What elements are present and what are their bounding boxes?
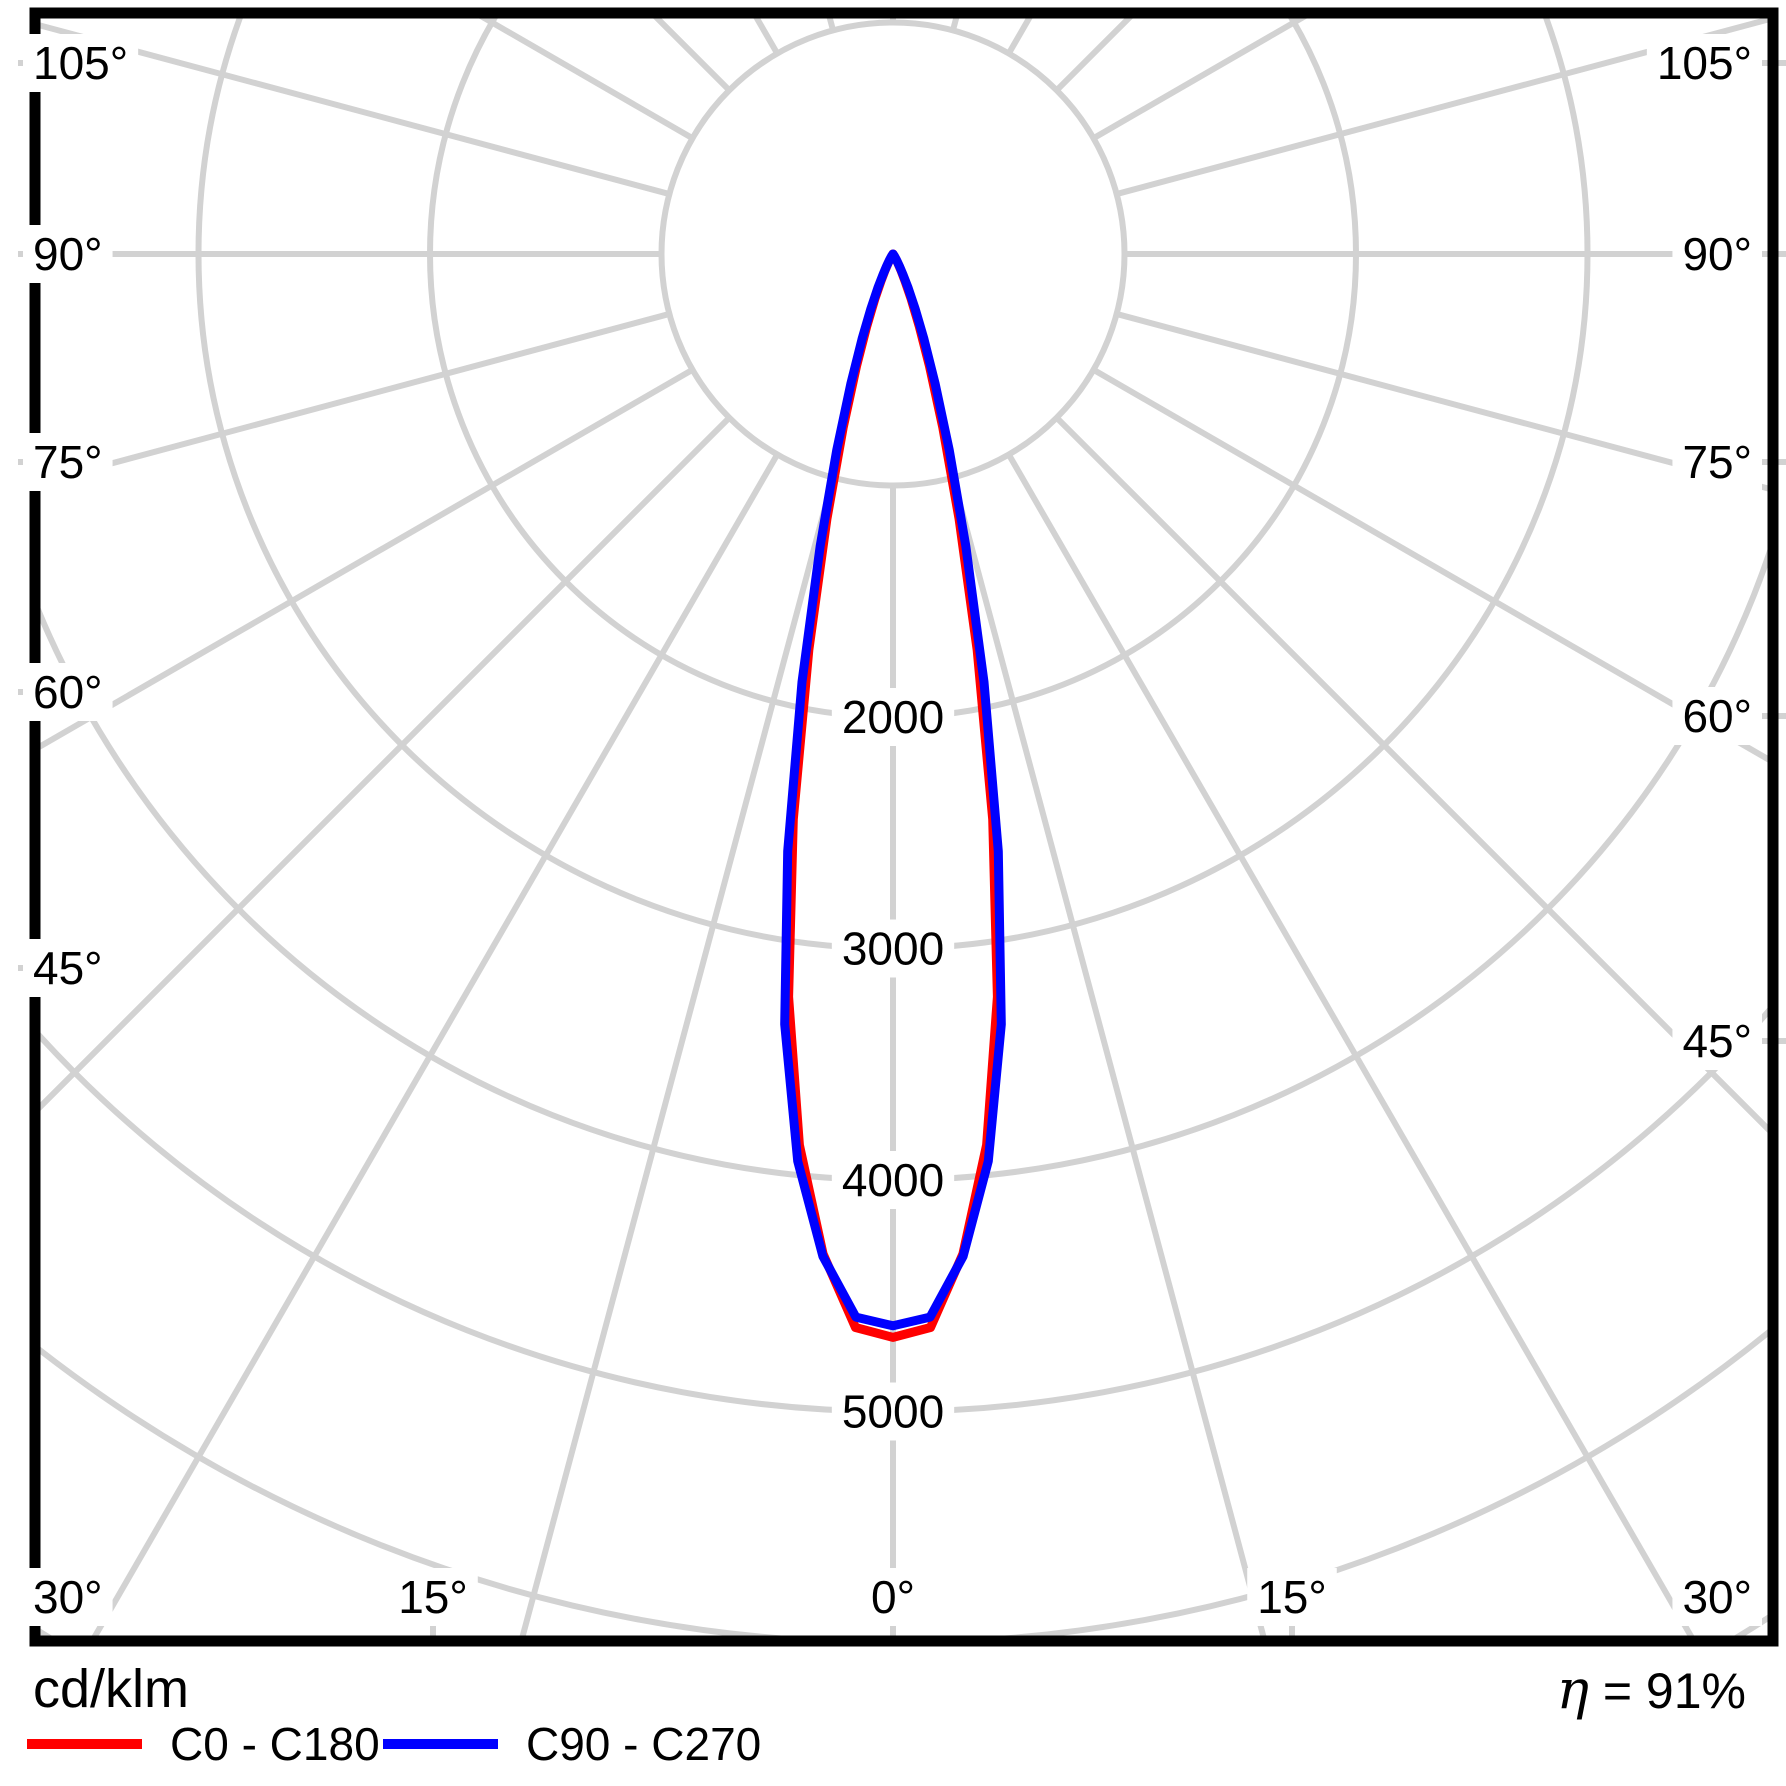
grid-spoke: [91, 452, 780, 1636]
grid-spoke: [40, 367, 695, 750]
chart-labels: 105° 90° 75° 60° 45° 105° 90° 75° 60° 45° 30° 15° 0°…: [23, 34, 1762, 1626]
curve-c90-c270: [780, 249, 1006, 1331]
grid-spoke: [1054, 415, 1768, 1133]
ring-value-label: 4000: [842, 1154, 944, 1206]
c0-c180-label: C0 - C180: [170, 1718, 380, 1770]
ring-value-label: 3000: [842, 923, 944, 975]
efficiency-label: η = 91%: [1557, 1660, 1746, 1719]
grid-spoke: [1115, 18, 1768, 197]
grid-spoke: [40, 415, 732, 1111]
angle-label-bottom: 15°: [398, 1571, 468, 1623]
grid-spoke: [519, 476, 836, 1636]
angle-label-right: 90°: [1682, 228, 1752, 280]
grid-spoke: [40, 22, 671, 197]
angle-label-bottom: 30°: [33, 1571, 103, 1623]
legend-item-c0-c180: C0 - C180: [27, 1714, 380, 1774]
efficiency-value: = 91%: [1602, 1663, 1746, 1719]
angle-label-left: 75°: [33, 436, 103, 488]
angle-label-left: 90°: [33, 228, 103, 280]
angle-label-left: 45°: [33, 942, 103, 994]
grid-spoke: [1115, 311, 1768, 492]
ring-value-label: 5000: [842, 1386, 944, 1438]
grid-spoke: [40, 311, 671, 486]
angle-label-right: 105°: [1657, 37, 1752, 89]
grid-spoke: [1091, 367, 1768, 763]
legend-item-c90-c270: C90 - C270: [383, 1714, 761, 1774]
legend: C0 - C180 C90 - C270: [27, 1714, 1327, 1774]
angle-label-bottom: 15°: [1257, 1571, 1327, 1623]
angle-label-right: 60°: [1682, 690, 1752, 742]
c0-c180-line-swatch: [27, 1739, 142, 1749]
angle-label-left: 60°: [33, 666, 103, 718]
eta-symbol: η: [1556, 1658, 1589, 1721]
c90-c270-label: C90 - C270: [526, 1718, 762, 1770]
c90-c270-line-swatch: [383, 1739, 498, 1749]
ring-value-label: 2000: [842, 691, 944, 743]
angle-label-bottom: 0°: [871, 1571, 915, 1623]
angle-label-bottom: 30°: [1682, 1571, 1752, 1623]
angle-label-right: 45°: [1682, 1015, 1752, 1067]
unit-label: cd/klm: [33, 1659, 190, 1719]
angle-label-right: 75°: [1682, 436, 1752, 488]
chart-frame: [29, 7, 1779, 1647]
grid-spoke: [1006, 452, 1695, 1636]
grid-spoke: [950, 476, 1267, 1636]
intensity-curves: [780, 249, 1006, 1342]
angle-label-left: 105°: [33, 37, 128, 89]
